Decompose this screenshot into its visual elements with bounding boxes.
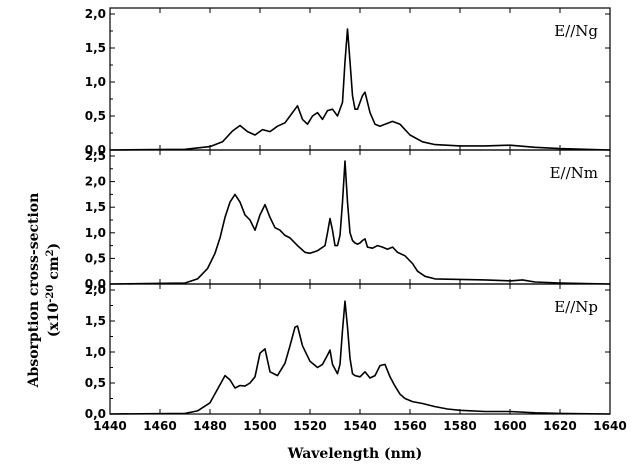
panel-3-y-tick-label: 0,5: [85, 376, 106, 390]
y-axis-title-exp: -20: [45, 285, 56, 303]
x-axis-title: Wavelength (nm): [287, 446, 423, 462]
panel-3-label: E//Np: [554, 298, 598, 316]
y-axis-title-line1: Absorption cross-section: [26, 193, 42, 389]
panel-2-y-tick-label: 2,0: [85, 175, 106, 189]
panel-1-frame: [109, 7, 611, 151]
panel-1-label: E//Ng: [554, 22, 598, 40]
panels-group: 0,0 0,5 1,0 1,5 2,0 E//Ng 0,0 0,5 1,0 1,5 2,0 2,5 E/…: [85, 7, 611, 421]
panel-2-y-tick-label: 1,5: [85, 200, 106, 214]
panel-2-y-tick-label: 1,0: [85, 226, 106, 240]
panel-1-y-tick-label: 0,5: [85, 109, 106, 123]
panel-3: 0,0 0,5 1,0 1,5 2,0 E//Np: [85, 283, 611, 421]
x-tick-label: 1500: [243, 419, 276, 433]
panel-3-frame: [109, 283, 611, 415]
x-tick-label: 1460: [143, 419, 176, 433]
y-axis-title-exp2: 2: [45, 249, 56, 256]
y-axis-title-line2: (x10-20 cm2): [45, 243, 62, 337]
panel-3-y-tick-label: 1,5: [85, 314, 106, 328]
y-axis-title-prefix: (x10: [46, 302, 62, 337]
panel-1-spectrum-line: [109, 28, 611, 151]
panel-1-y-tick-label: 0,0: [85, 143, 106, 157]
panel-2-y-tick-label: 0,5: [85, 251, 106, 265]
x-tick-label: 1520: [293, 419, 326, 433]
x-tick-label: 1440: [93, 419, 126, 433]
panel-1: 0,0 0,5 1,0 1,5 2,0 E//Ng: [85, 7, 611, 157]
x-tick-label: 1580: [443, 419, 476, 433]
panel-1-y-tick-label: 1,5: [85, 41, 106, 55]
x-tick-label: 1600: [493, 419, 526, 433]
panel-1-y-tick-label: 2,0: [85, 7, 106, 21]
panel-3-spectrum-line: [109, 300, 611, 415]
panel-3-y-tick-label: 1,0: [85, 345, 106, 359]
y-axis-title: Absorption cross-section (x10-20 cm2): [26, 193, 62, 389]
panel-3-y-tick-label: 2,0: [85, 283, 106, 297]
panel-1-y-tick-label: 1,0: [85, 75, 106, 89]
panel-2-frame: [109, 149, 611, 285]
x-tick-label: 1540: [343, 419, 376, 433]
y-axis-title-mid: cm: [46, 256, 62, 284]
x-tick-label: 1640: [593, 419, 626, 433]
panel-2-y-tick-label: 0,0: [85, 277, 106, 291]
x-tick-label: 1480: [193, 419, 226, 433]
y-axis-title-suffix: ): [46, 243, 62, 250]
x-tick-label: 1560: [393, 419, 426, 433]
panel-2-y-tick-label: 2,5: [85, 149, 106, 163]
x-axis-ticks: 1440 1460 1480 1500 1520 1540 1560 1580 1600 1620…: [93, 419, 626, 433]
panel-2: 0,0 0,5 1,0 1,5 2,0 2,5 E//Nm: [85, 149, 611, 291]
panel-2-spectrum-line: [109, 160, 611, 285]
panel-3-y-tick-label: 0,0: [85, 407, 106, 421]
panel-2-label: E//Nm: [550, 164, 598, 182]
x-tick-label: 1620: [543, 419, 576, 433]
